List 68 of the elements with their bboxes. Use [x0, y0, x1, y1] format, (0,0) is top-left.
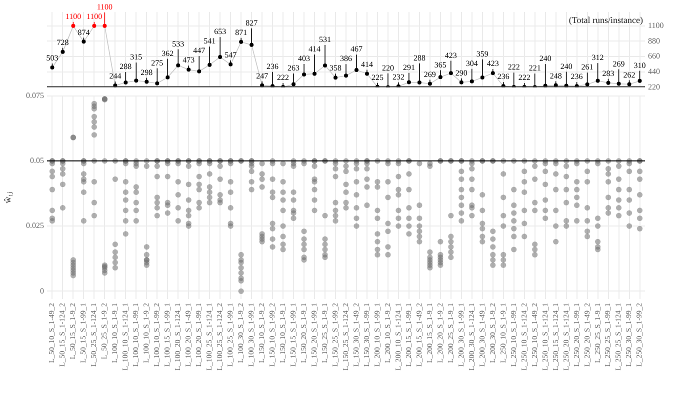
data-label: 240	[539, 54, 552, 64]
data-label: 362	[162, 48, 174, 58]
y-tick-label: 440	[648, 66, 660, 76]
data-label: 232	[392, 72, 404, 82]
data-label: 386	[340, 54, 352, 64]
data-label: 1100	[65, 12, 82, 22]
y-tick-label: 0.025	[26, 221, 44, 230]
y-tick-label: 0.075	[26, 90, 44, 100]
data-label: 503	[46, 54, 58, 63]
data-label: 531	[319, 35, 332, 44]
data-label: 304	[466, 58, 478, 68]
data-label: 221	[528, 64, 541, 73]
data-label: 473	[182, 56, 195, 65]
data-label: 275	[151, 58, 164, 68]
data-label: 262	[623, 70, 636, 80]
data-label: 290	[455, 68, 468, 78]
y-axis-title: ŵ₁ⱼ	[2, 192, 14, 204]
data-label: 1100	[96, 2, 113, 12]
data-label: 414	[360, 60, 373, 69]
data-label: 288	[120, 62, 132, 72]
data-label: 244	[109, 72, 122, 81]
data-label: 288	[413, 53, 426, 62]
y-tick-label: 880	[648, 36, 660, 46]
data-label: 283	[602, 68, 614, 78]
data-label: 1100	[86, 12, 102, 22]
data-label: 653	[214, 27, 226, 36]
data-label: 423	[486, 59, 499, 68]
data-label: 225	[371, 72, 384, 82]
y-tick-label: 1100	[648, 21, 664, 30]
data-label: 240	[560, 62, 572, 71]
data-label: 269	[424, 70, 436, 79]
data-label: 547	[224, 50, 237, 60]
y-tick-label: 220	[648, 82, 660, 92]
data-label: 447	[193, 46, 206, 56]
data-label: 298	[140, 68, 153, 77]
data-label: 541	[204, 36, 216, 46]
data-label: 533	[172, 39, 184, 48]
data-label: 827	[246, 18, 258, 28]
data-label: 403	[298, 54, 310, 64]
data-label: 315	[130, 52, 142, 62]
data-label: 871	[235, 28, 248, 37]
data-label: 728	[56, 38, 69, 47]
y-tick-label: 660	[648, 52, 660, 61]
data-label: 359	[476, 49, 488, 58]
data-label: 423	[444, 50, 457, 60]
data-label: 312	[592, 53, 604, 62]
data-label: 269	[612, 59, 625, 68]
data-label: 263	[288, 64, 300, 73]
data-label: 261	[581, 62, 594, 72]
y-tick-label: 0.05	[30, 156, 44, 166]
data-label: 222	[277, 73, 290, 82]
data-label: 358	[330, 64, 342, 73]
data-label: 222	[518, 73, 530, 82]
data-label: 222	[508, 62, 520, 72]
data-label: 236	[266, 62, 279, 71]
y-axis-title: (Total runs/instance)	[568, 14, 643, 25]
data-label: 247	[256, 71, 268, 80]
data-label: 291	[402, 62, 415, 72]
data-label: 236	[497, 72, 510, 82]
data-label: 365	[434, 60, 446, 70]
y-tick-label: 0	[40, 286, 44, 296]
data-label: 236	[570, 72, 583, 82]
data-label: 467	[350, 44, 362, 54]
data-label: 310	[634, 60, 646, 70]
data-label: 414	[308, 44, 321, 54]
data-label: 220	[382, 63, 394, 72]
data-label: 874	[78, 28, 90, 37]
data-label: 248	[550, 71, 562, 80]
